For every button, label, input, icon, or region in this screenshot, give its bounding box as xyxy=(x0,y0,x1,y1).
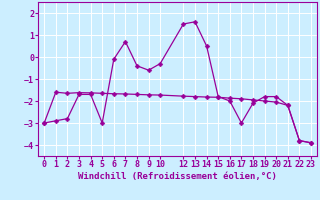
X-axis label: Windchill (Refroidissement éolien,°C): Windchill (Refroidissement éolien,°C) xyxy=(78,172,277,181)
